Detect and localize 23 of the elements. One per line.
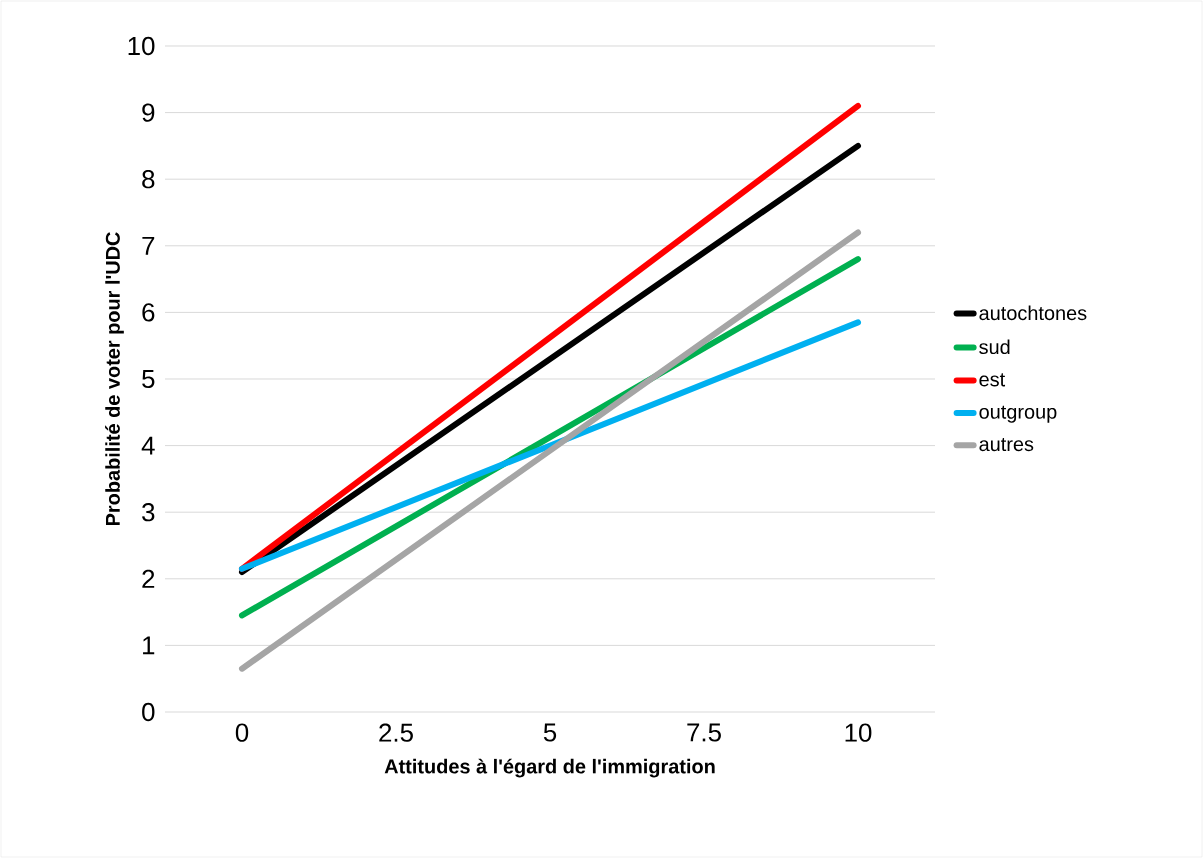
x-tick-label: 10 (845, 723, 872, 742)
y-tick-label: 8 (142, 170, 155, 189)
y-tick-label: 5 (142, 369, 155, 389)
legend-label: autochtones (979, 305, 1087, 321)
y-axis-title: Probabilité de voter pour l'UDC (105, 232, 124, 526)
x-tick-label: 7.5 (687, 723, 721, 742)
y-tick-label: 9 (142, 103, 155, 122)
x-tick-label: 0 (235, 723, 249, 742)
y-tick-label: 6 (142, 303, 155, 322)
y-tick-label: 7 (142, 236, 155, 255)
x-tick-label: 5 (543, 723, 557, 742)
legend-label: outgroup (979, 405, 1057, 423)
y-tick-label: 1 (143, 636, 155, 655)
legend-label: sud (979, 339, 1010, 355)
y-tick-label: 0 (142, 702, 155, 722)
y-tick-label: 2 (142, 569, 155, 588)
x-tick-label: 2.5 (379, 723, 413, 742)
y-tick-label: 10 (128, 36, 155, 56)
x-axis-title: Attitudes à l'égard de l'immigration (384, 758, 715, 778)
y-tick-label: 4 (141, 436, 155, 455)
legend-label: autres (979, 438, 1034, 452)
legend-label: est (979, 373, 1006, 387)
y-tick-label: 3 (142, 503, 155, 522)
